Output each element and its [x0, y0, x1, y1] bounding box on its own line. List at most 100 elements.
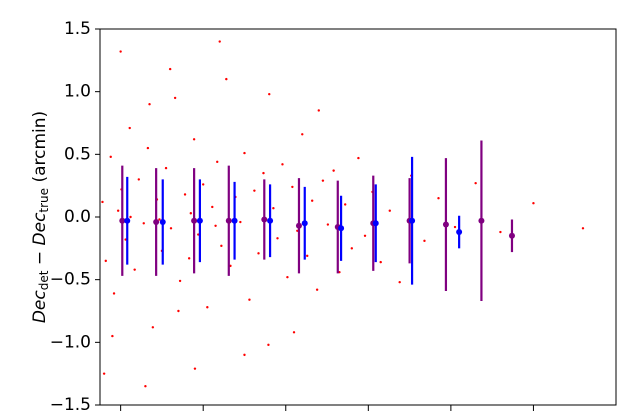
scatter-point — [388, 209, 391, 212]
scatter-point — [239, 220, 242, 224]
error-bar-mean — [191, 217, 198, 224]
scatter-point — [276, 237, 279, 240]
scatter-point — [291, 185, 294, 189]
scatter-point — [326, 223, 330, 226]
error-bar-mean — [409, 217, 416, 224]
scatter-point — [350, 247, 354, 250]
scatter-point — [363, 234, 367, 237]
scatter-point — [257, 252, 260, 255]
error-bar-mean — [159, 219, 166, 226]
y-tick-label: 0.5 — [64, 144, 91, 164]
error-bar-mean — [301, 220, 308, 227]
error-bar-mean — [124, 217, 131, 224]
scatter-point — [317, 109, 320, 112]
scatter-point — [168, 67, 172, 71]
error-bar-mean — [153, 219, 160, 226]
scatter-point — [101, 200, 104, 204]
scatter-point — [158, 218, 161, 221]
scatter-point — [267, 343, 270, 347]
scatter-point — [164, 166, 168, 170]
error-bar-mean — [478, 217, 485, 224]
error-bar-mean — [119, 217, 126, 224]
scatter-point — [206, 306, 209, 309]
scatter-point — [532, 202, 535, 205]
scatter-point — [211, 205, 214, 209]
error-bar-mean — [456, 229, 463, 236]
y-tick-label: −1.5 — [50, 395, 91, 414]
y-axis-label: Decdet − Dectrue (arcmin) — [30, 111, 51, 323]
scatter-point — [214, 224, 217, 227]
scatter-point — [151, 326, 155, 329]
scatter-point — [262, 171, 265, 175]
scatter-point — [499, 230, 502, 234]
error-bar-mean — [267, 217, 274, 224]
scatter-point — [173, 96, 177, 100]
y-tick-label: 0.0 — [64, 207, 91, 227]
scatter-point — [286, 275, 289, 279]
scatter-point — [292, 331, 296, 334]
error-bar-mean — [338, 225, 345, 232]
error-bar-mean — [231, 217, 238, 224]
scatter-point — [104, 259, 107, 263]
scatter-point — [216, 160, 219, 164]
scatter-point — [183, 193, 187, 196]
error-bar-mean — [372, 220, 379, 227]
scatter-point — [344, 203, 347, 206]
scatter-point — [315, 288, 319, 291]
scatter-point — [192, 138, 196, 141]
error-bar-mean — [442, 221, 449, 228]
scatter-point — [218, 40, 221, 43]
scatter-point — [453, 225, 457, 229]
scatter-point — [253, 189, 256, 192]
scatter-point — [202, 183, 205, 186]
error-bar-mean — [508, 232, 515, 239]
scatter-point — [177, 309, 180, 313]
scatter-point — [109, 155, 112, 159]
scatter-point — [102, 372, 106, 375]
scatter-point — [248, 298, 251, 301]
scatter-point — [169, 227, 173, 230]
error-bar-mean — [196, 217, 203, 224]
y-label-part: det — [37, 270, 51, 290]
scatter-point — [243, 353, 246, 357]
scatter-point — [128, 126, 131, 130]
scatter-point — [423, 239, 426, 243]
scatter-point — [129, 215, 132, 219]
error-bar-mean — [225, 217, 232, 224]
scatter-point — [357, 156, 360, 160]
scatter-point — [321, 179, 325, 182]
scatter-point — [306, 254, 309, 258]
scatter-point — [193, 367, 197, 370]
scatter-point — [281, 163, 284, 166]
scatter-point — [133, 268, 136, 271]
scatter-point — [142, 222, 145, 225]
error-bar-mean — [295, 222, 302, 229]
scatter-point — [119, 50, 122, 53]
scatter-point — [220, 244, 223, 248]
scatter-point — [137, 178, 141, 181]
scatter-point — [310, 199, 314, 202]
scatter-point — [187, 257, 191, 260]
scatter-point — [301, 133, 304, 136]
scatter-point — [581, 227, 585, 230]
scatter-point — [332, 169, 335, 172]
scatter-point — [112, 292, 116, 295]
scatter-point — [268, 92, 271, 96]
scatter-point — [111, 334, 114, 338]
scatter-point — [178, 279, 182, 283]
y-tick-label: −0.5 — [50, 270, 91, 290]
scatter-point — [189, 212, 193, 215]
y-label-part: Dec — [30, 290, 50, 324]
scatter-point — [116, 209, 120, 212]
scatter-point — [243, 151, 246, 155]
y-label-part: Dec — [30, 212, 50, 246]
scatter-point — [146, 146, 150, 150]
plot-frame — [99, 28, 617, 406]
scatter-point — [379, 260, 382, 264]
y-label-part: − — [30, 245, 50, 270]
y-label-part: true — [37, 188, 51, 213]
y-tick-label: −1.0 — [50, 332, 91, 352]
scatter-point — [474, 181, 477, 185]
scatter-point — [272, 207, 275, 210]
